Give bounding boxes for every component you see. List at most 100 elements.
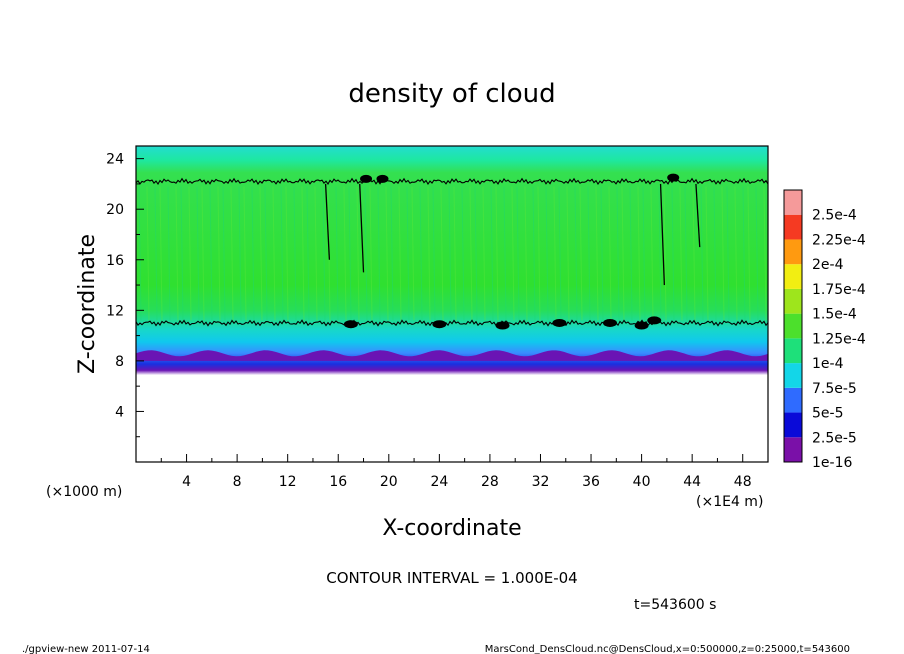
field-streak	[700, 186, 704, 321]
x-tick-label: 4	[182, 474, 191, 490]
colorbar-label: 1e-16	[812, 455, 852, 471]
field-streak	[314, 186, 318, 321]
field-streak	[600, 186, 604, 321]
field-streak	[146, 186, 150, 321]
field-streak	[301, 186, 305, 321]
colorbar-swatch	[784, 239, 802, 265]
field-streak	[259, 186, 263, 321]
field-streak	[532, 186, 536, 321]
contour-lines	[135, 173, 769, 330]
field-streak	[495, 186, 499, 321]
plot-frame	[135, 145, 769, 463]
field-streak	[432, 186, 436, 321]
y-tick-label: 4	[115, 404, 124, 420]
field-streak	[196, 186, 200, 321]
field-streak	[398, 186, 402, 321]
field-streak	[663, 186, 667, 321]
field-streak	[154, 186, 158, 321]
contour-blob	[432, 320, 447, 329]
field-streak	[650, 186, 654, 321]
field-streak	[553, 186, 557, 321]
field-streak	[684, 186, 688, 321]
y-tick-label: 16	[106, 253, 124, 269]
x-tick-label: 8	[233, 474, 242, 490]
contour-blob	[495, 321, 510, 330]
field-streak	[747, 186, 751, 321]
field-streak	[280, 186, 284, 321]
field-streak	[642, 186, 646, 321]
colorbar-label: 7.5e-5	[812, 381, 857, 397]
field-streak	[427, 186, 431, 321]
field-streak	[364, 186, 368, 321]
contour-streak	[659, 183, 666, 286]
field-streak	[217, 186, 221, 321]
field-streak	[461, 186, 465, 321]
field-streak	[503, 186, 507, 321]
x-tick-label: 36	[582, 474, 600, 490]
field-streak	[322, 186, 326, 321]
colorbar-swatch	[784, 288, 802, 314]
field-fill	[136, 146, 768, 462]
contour-blob	[634, 321, 649, 330]
field-streak	[285, 186, 289, 321]
y-axis-ticks: 4 8 12 16 20 24	[106, 152, 144, 438]
field-streak	[222, 186, 226, 321]
field-streak	[490, 186, 494, 321]
contour-blob	[603, 318, 617, 327]
x-unit-label: (×1E4 m)	[696, 494, 763, 510]
footer-left: ./gpview-new 2011-07-14	[22, 644, 150, 654]
y-tick-label: 12	[106, 303, 124, 319]
colorbar-label: 1e-4	[812, 356, 844, 372]
field-streak	[629, 186, 633, 321]
contour-streak	[695, 183, 701, 248]
x-tick-label: 48	[734, 474, 752, 490]
x-tick-label: 24	[430, 474, 448, 490]
colorbar-label: 1.5e-4	[812, 307, 857, 323]
field-streak	[419, 186, 423, 321]
colorbar-frame	[783, 189, 803, 463]
field-streak	[482, 186, 486, 321]
field-streak	[209, 186, 213, 321]
colorbar-swatch	[784, 363, 802, 388]
field-streak	[511, 186, 515, 321]
field-streak	[537, 186, 541, 321]
field-streak	[385, 186, 389, 321]
colorbar-label: 2.5e-5	[812, 430, 857, 446]
field-streak	[763, 186, 767, 321]
field-streak	[238, 186, 242, 321]
field-streak	[692, 186, 696, 321]
colorbar: 1e-16 2.5e-5 5e-5 7.5e-5 1e-4 1.25e-4 1.5e-4 1.…	[783, 189, 866, 471]
field-streak	[558, 186, 562, 321]
field-streak	[411, 186, 415, 321]
field-streak	[516, 186, 520, 321]
field-streak	[713, 186, 717, 321]
field-streak	[175, 186, 179, 321]
field-streak	[201, 186, 205, 321]
footer-right: MarsCond_DensCloud.nc@DensCloud,x=0:5000…	[485, 644, 850, 654]
field-streak	[734, 186, 738, 321]
contour-blob	[647, 316, 662, 325]
y-axis-label: Z-coordinate	[75, 234, 100, 374]
colorbar-swatch	[784, 214, 802, 240]
contour-streak	[359, 183, 365, 273]
field-streak	[574, 186, 578, 321]
colorbar-swatch	[784, 264, 802, 289]
field-streak	[721, 186, 725, 321]
contour-interval-text: CONTOUR INTERVAL = 1.000E-04	[326, 569, 577, 587]
contour-line	[135, 319, 769, 327]
colorbar-label: 2e-4	[812, 257, 844, 273]
field-streak	[616, 186, 620, 321]
contour-blob	[667, 173, 680, 182]
field-streak	[335, 186, 339, 321]
base-layer	[136, 350, 768, 361]
field-streak	[251, 186, 255, 321]
field-streak	[755, 186, 759, 321]
x-tick-label: 44	[683, 474, 701, 490]
field-streak	[356, 186, 360, 321]
y-tick-label: 8	[115, 354, 124, 370]
field-streak	[658, 186, 662, 321]
field-streak	[545, 186, 549, 321]
field-streak	[453, 186, 457, 321]
field-streak	[230, 186, 234, 321]
